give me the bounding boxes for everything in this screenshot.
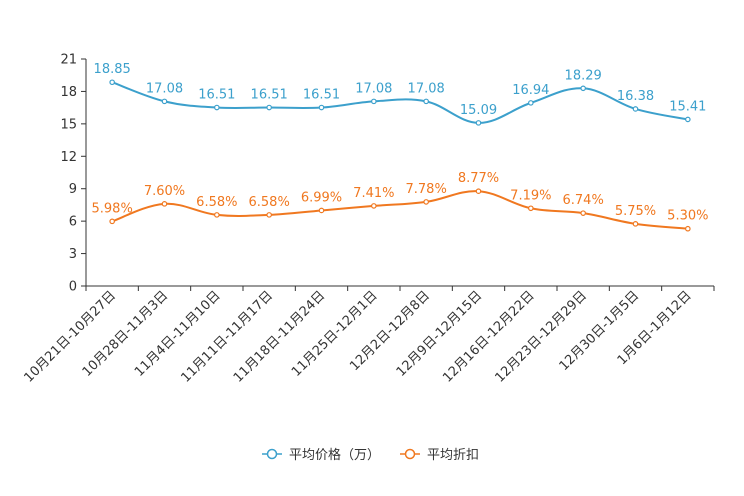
data-label: 8.77% bbox=[458, 171, 499, 186]
data-label: 17.08 bbox=[408, 81, 445, 96]
y-tick-label: 3 bbox=[69, 247, 77, 262]
data-point[interactable] bbox=[632, 106, 639, 112]
series-layer: 18.85 17.08 16.51 16.51 16.51 17.08 17.08 15.09… bbox=[92, 62, 708, 232]
data-point[interactable] bbox=[528, 100, 534, 106]
legend-label: 平均折扣 bbox=[427, 448, 479, 463]
data-point[interactable] bbox=[528, 205, 534, 212]
data-label: 16.94 bbox=[512, 83, 549, 98]
y-tick-label: 9 bbox=[69, 182, 77, 197]
data-point[interactable] bbox=[214, 212, 220, 218]
y-tick-label: 0 bbox=[69, 280, 77, 295]
data-point[interactable] bbox=[423, 199, 429, 205]
legend-marker bbox=[404, 448, 416, 460]
data-label: 18.85 bbox=[94, 62, 131, 77]
x-axis: 10月21日-10月27日10月28日-11月3日11月4日-11月10日11月… bbox=[22, 285, 715, 386]
data-label: 7.19% bbox=[510, 188, 551, 203]
data-point[interactable] bbox=[685, 116, 691, 123]
y-tick-label: 12 bbox=[60, 150, 77, 165]
data-label: 16.38 bbox=[617, 89, 654, 104]
data-point[interactable] bbox=[161, 201, 168, 207]
data-point[interactable] bbox=[214, 104, 220, 111]
data-label: 16.51 bbox=[251, 88, 288, 103]
data-point[interactable] bbox=[685, 225, 691, 232]
data-label: 6.58% bbox=[196, 195, 237, 210]
x-tick-label: 12月23日-12月29日 bbox=[493, 288, 590, 385]
series-line bbox=[111, 81, 689, 124]
data-label: 6.99% bbox=[301, 190, 342, 205]
series-line bbox=[111, 190, 688, 230]
data-point[interactable] bbox=[371, 98, 377, 105]
series-1: 5.98% 7.60% 6.58% 6.58% 6.99% 7.41% 7.78% 8.77%… bbox=[92, 171, 708, 232]
data-point[interactable] bbox=[580, 210, 586, 216]
data-label: 17.08 bbox=[146, 81, 183, 96]
data-label: 17.08 bbox=[355, 81, 392, 96]
legend[interactable]: 平均价格（万） 平均折扣 bbox=[262, 447, 479, 463]
y-tick-label: 15 bbox=[60, 117, 77, 132]
data-label: 18.29 bbox=[565, 68, 602, 83]
data-label: 7.41% bbox=[353, 186, 394, 201]
data-point[interactable] bbox=[475, 120, 482, 126]
data-label: 7.60% bbox=[144, 184, 185, 199]
data-point[interactable] bbox=[266, 104, 272, 111]
series-0: 18.85 17.08 16.51 16.51 16.51 17.08 17.08 15.09… bbox=[94, 62, 706, 126]
legend-label: 平均价格（万） bbox=[289, 447, 380, 463]
data-point[interactable] bbox=[318, 207, 325, 214]
x-tick-label: 10月21日-10月27日 bbox=[22, 288, 119, 385]
x-tick-label: 12月16日-12月22日 bbox=[440, 288, 537, 385]
data-point[interactable] bbox=[423, 98, 429, 105]
data-label: 6.74% bbox=[563, 193, 604, 208]
x-tick-label: 11月11日-11月17日 bbox=[179, 288, 276, 385]
data-point[interactable] bbox=[580, 85, 586, 92]
data-point[interactable] bbox=[318, 104, 325, 111]
legend-item-1[interactable]: 平均折扣 bbox=[400, 448, 479, 463]
data-point[interactable] bbox=[475, 188, 482, 195]
data-point[interactable] bbox=[109, 79, 115, 86]
data-label: 7.78% bbox=[406, 182, 447, 197]
data-label: 16.51 bbox=[303, 88, 340, 103]
y-tick-label: 18 bbox=[60, 85, 77, 100]
data-label: 15.09 bbox=[460, 103, 497, 118]
y-tick-label: 6 bbox=[69, 215, 77, 230]
data-point[interactable] bbox=[109, 218, 115, 225]
data-label: 5.98% bbox=[92, 201, 133, 216]
data-label: 6.58% bbox=[249, 195, 290, 210]
data-point[interactable] bbox=[632, 221, 639, 227]
y-tick-label: 21 bbox=[60, 53, 77, 68]
data-point[interactable] bbox=[266, 212, 272, 218]
data-label: 5.30% bbox=[667, 209, 708, 224]
x-tick-label: 11月18日-11月24日 bbox=[231, 288, 328, 385]
data-label: 16.51 bbox=[198, 88, 235, 103]
legend-marker bbox=[266, 448, 278, 460]
y-axis: 0 3 6 9 12 15 18 21 bbox=[60, 53, 87, 295]
data-point[interactable] bbox=[161, 98, 168, 105]
data-point[interactable] bbox=[371, 203, 377, 209]
legend-item-0[interactable]: 平均价格（万） bbox=[262, 447, 380, 463]
data-label: 15.41 bbox=[669, 99, 706, 114]
data-label: 5.75% bbox=[615, 204, 656, 219]
